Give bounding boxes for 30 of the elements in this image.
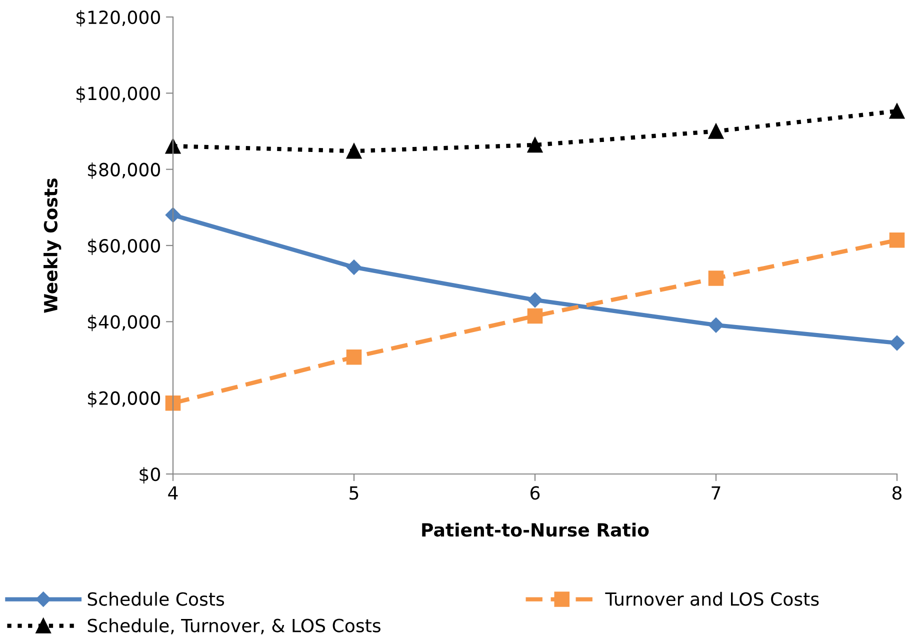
y-tick-label: $20,000 <box>88 390 160 408</box>
point <box>527 137 543 153</box>
point <box>346 349 362 365</box>
legend-label: Turnover and LOS Costs <box>605 592 819 606</box>
point <box>708 124 724 139</box>
point <box>346 260 362 275</box>
point <box>708 318 724 333</box>
point <box>346 143 362 159</box>
point <box>889 103 905 119</box>
x-tick-label: 7 <box>712 486 720 500</box>
x-tick-label: 4 <box>168 486 178 500</box>
point <box>527 308 543 324</box>
y-tick-label: $0 <box>140 467 160 484</box>
point <box>165 396 181 411</box>
point <box>708 270 724 286</box>
x-axis-title: Patient-to-Nurse Ratio <box>422 522 649 537</box>
y-axis-title: Weekly Costs <box>44 178 62 313</box>
x-tick-label: 8 <box>892 486 902 500</box>
legend-label: Schedule, Turnover, & LOS Costs <box>88 618 380 634</box>
point <box>527 292 543 308</box>
y-tick-label: $100,000 <box>76 86 160 103</box>
y-tick-label: $40,000 <box>88 314 160 332</box>
y-tick-label: $60,000 <box>88 238 160 256</box>
point <box>889 335 905 351</box>
x-tick-label: 6 <box>530 486 540 500</box>
legend-label: Schedule Costs <box>88 592 224 606</box>
x-tick-label: 5 <box>350 486 358 500</box>
y-tick-label: $120,000 <box>76 10 160 27</box>
y-tick-label: $80,000 <box>88 162 160 179</box>
point <box>889 232 905 248</box>
